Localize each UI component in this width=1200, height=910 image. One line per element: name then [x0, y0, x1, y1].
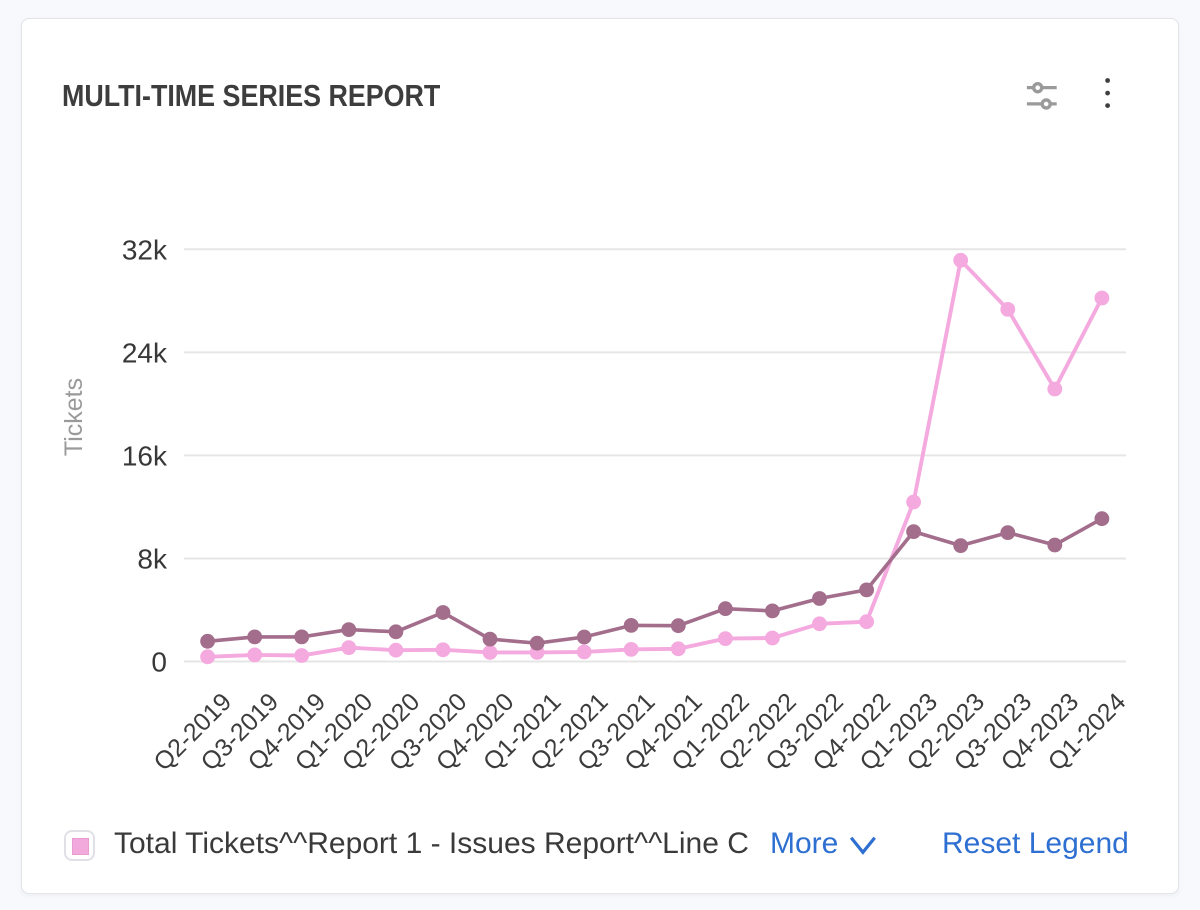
svg-text:16k: 16k	[122, 441, 168, 472]
svg-text:24k: 24k	[122, 338, 168, 369]
svg-text:32k: 32k	[122, 235, 168, 266]
svg-text:0: 0	[151, 647, 167, 678]
svg-text:8k: 8k	[137, 544, 168, 575]
svg-text:Tickets: Tickets	[60, 378, 88, 456]
